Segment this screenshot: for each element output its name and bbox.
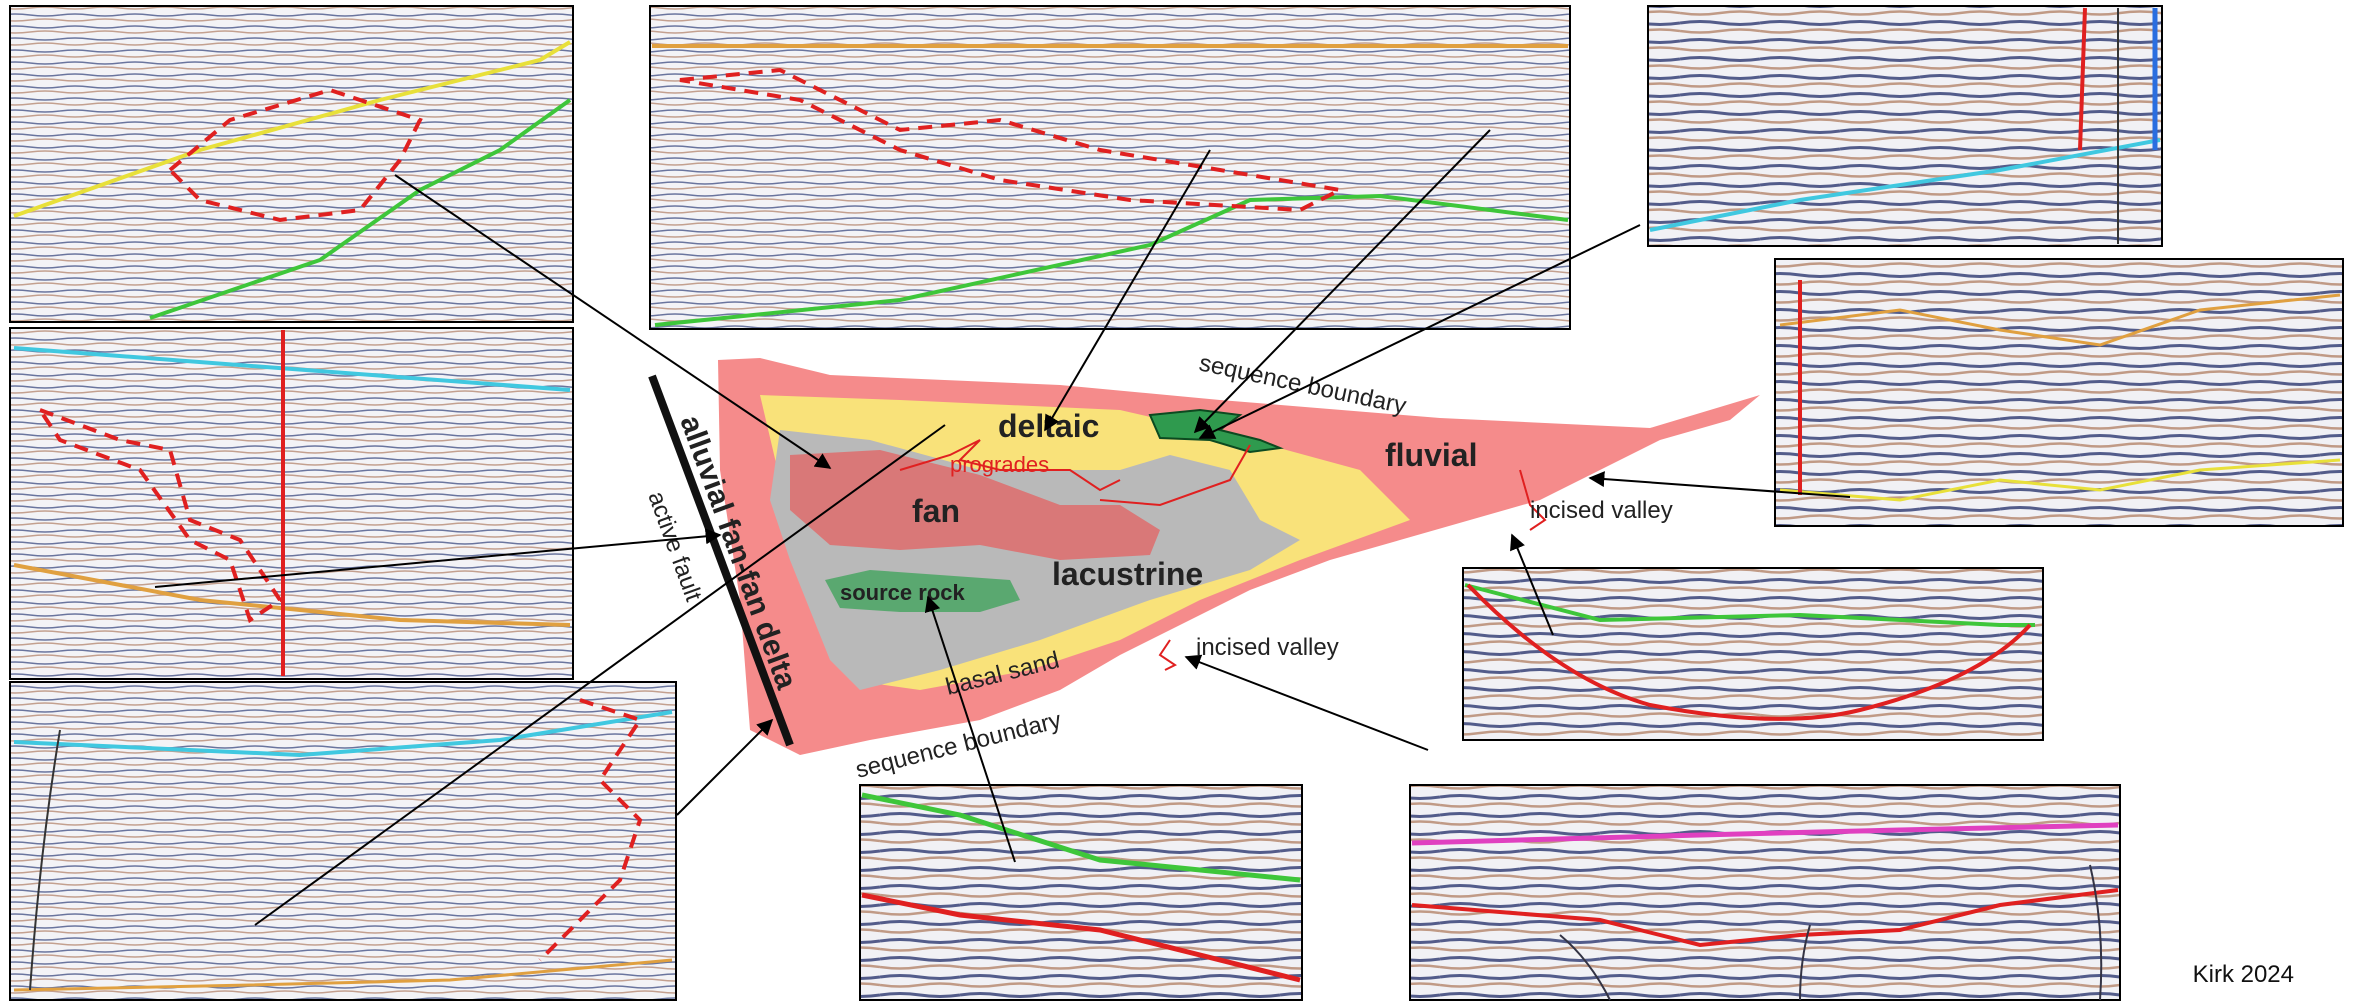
label-progrades: progrades [950, 452, 1049, 477]
seismic-panel-right-middle [1774, 258, 2344, 527]
seismic-panel-bottom-right [1409, 784, 2121, 1001]
reference-arrows [154, 129, 1851, 926]
seismic-panel-top-left [9, 5, 574, 323]
active-fault-line [648, 374, 794, 747]
seismic-panel-bottom-left [9, 681, 677, 1001]
seismic-panel-incised-valley [1462, 567, 2044, 741]
credit-text: Kirk 2024 [2192, 961, 2294, 988]
label-deltaic: deltaic [998, 408, 1099, 444]
source-rock-body [825, 570, 1020, 612]
basin-map [648, 358, 1760, 755]
seismic-panel-left-middle [9, 327, 574, 680]
seismic-panel-top-right [1647, 5, 2163, 247]
label-incised-valley-right: incised valley [1530, 497, 1673, 524]
label-lacustrine: lacustrine [1052, 556, 1203, 592]
label-incised-valley-bottom: incised valley [1196, 634, 1339, 661]
label-fan: fan [912, 493, 960, 529]
seismic-panel-bottom-center [859, 784, 1303, 1001]
fan-body [790, 450, 1160, 560]
label-source-rock: source rock [840, 580, 965, 605]
label-fluvial: fluvial [1385, 437, 1477, 473]
seismic-panel-top-center [649, 5, 1571, 330]
